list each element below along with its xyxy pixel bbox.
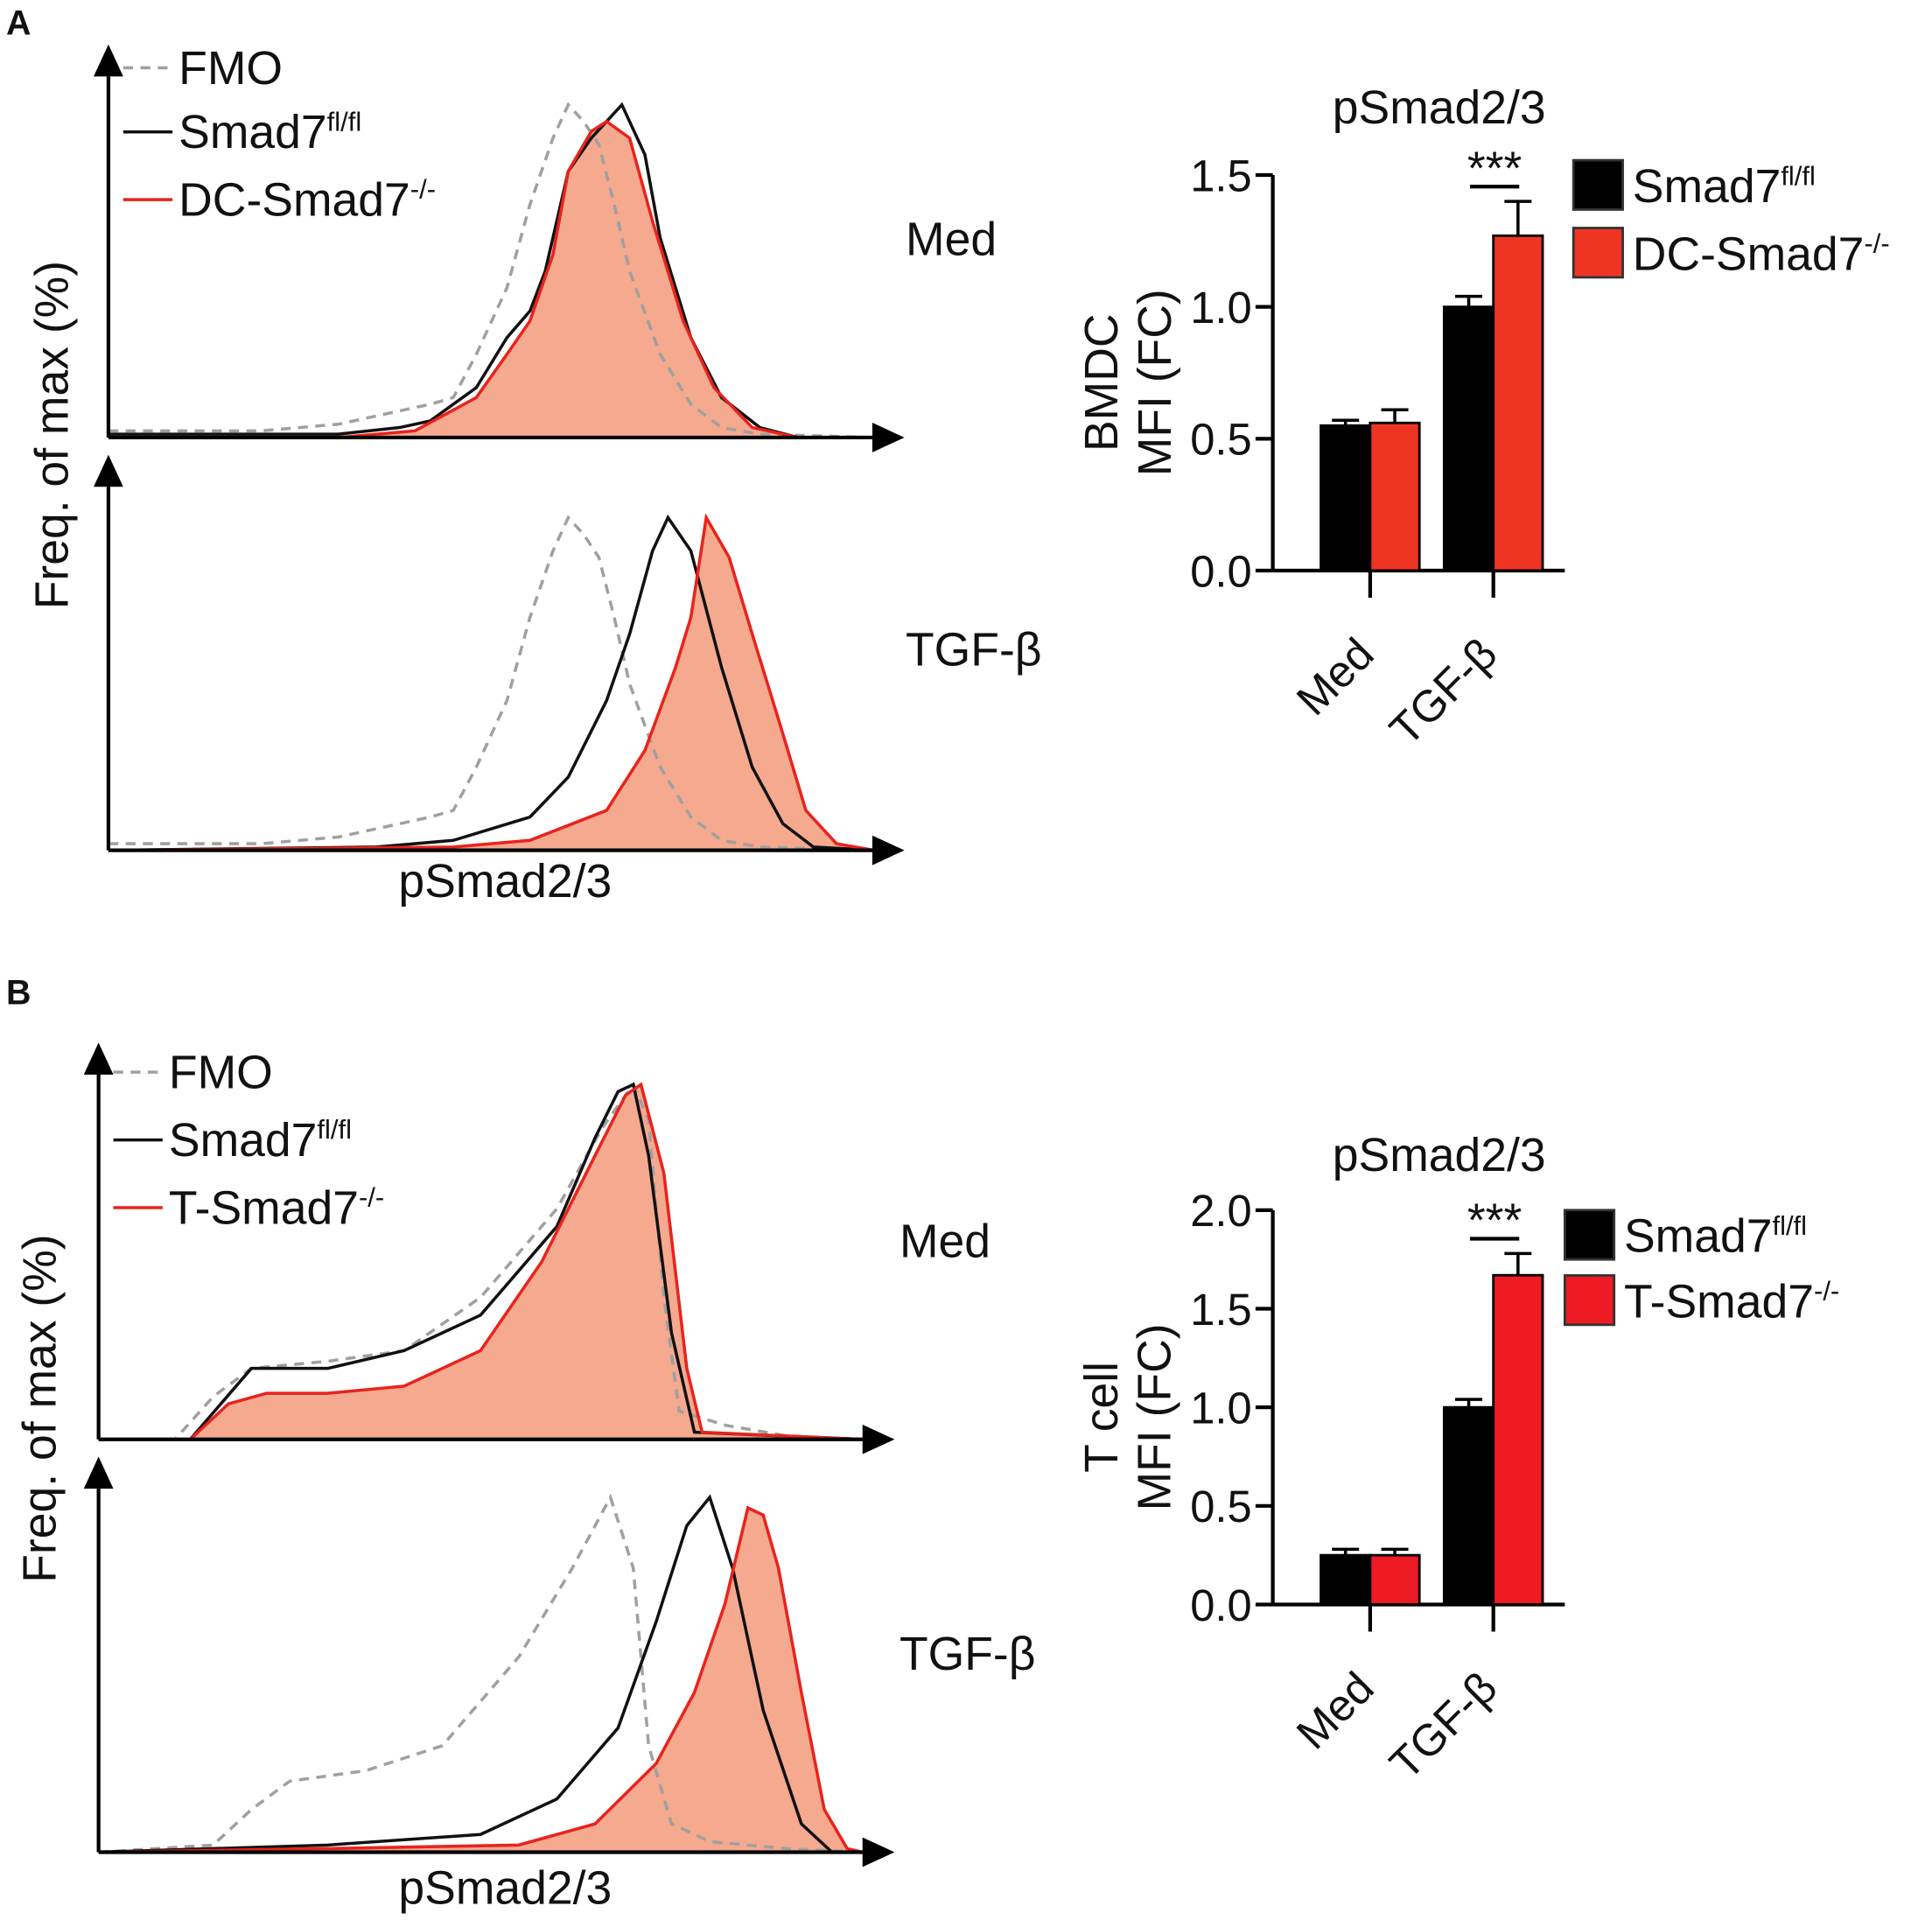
knockout-histogram-fill	[108, 517, 875, 851]
histogram-legend-label-superscript: -/-	[410, 174, 436, 205]
panel-letter: B	[6, 974, 31, 1013]
bar-legend-label-main: Smad7	[1624, 1211, 1773, 1263]
legend-swatch	[1563, 1209, 1616, 1261]
y-tick-label: 0.0	[1190, 546, 1251, 596]
y-tick-label: 1.5	[1190, 151, 1251, 200]
knockout-histogram-line	[108, 119, 875, 439]
knockout-histogram-fill	[98, 1084, 863, 1440]
fmo-histogram-line	[98, 1081, 863, 1441]
histogram-y-axis-label: Freq. of max (%)	[14, 1234, 66, 1582]
bar-legend-label-main: T-Smad7	[1624, 1276, 1814, 1328]
y-tick-label: 0.5	[1190, 1482, 1251, 1531]
histogram-legend-label-main: DC-Smad7	[178, 174, 410, 226]
bar	[1368, 421, 1421, 572]
y-tick-label: 1.0	[1190, 1383, 1251, 1433]
histogram-legend-label: T-Smad7-/-	[169, 1182, 384, 1235]
knockout-histogram-fill	[98, 1508, 863, 1853]
histogram-legend-label: FMO	[169, 1047, 273, 1098]
x-tick-label: Med	[1287, 1663, 1383, 1759]
bar-y-axis-label-line2: MFI (FC)	[1130, 289, 1181, 476]
histogram-legend-label: Smad7fl/fl	[178, 106, 361, 158]
bar-legend-label-main: DC-Smad7	[1633, 228, 1865, 280]
y-tick-label: 0.5	[1190, 415, 1251, 465]
fmo-histogram-line	[98, 1493, 863, 1854]
bar-legend-label-superscript: fl/fl	[1772, 1210, 1807, 1241]
histogram-y-axis-arrowhead-icon	[83, 1042, 114, 1075]
bar	[1320, 1553, 1372, 1606]
y-tick-label: 1.5	[1190, 1285, 1251, 1335]
y-tick-label: 1.0	[1190, 283, 1251, 333]
bar-chart-title: pSmad2/3	[1333, 1130, 1546, 1181]
y-tick-label: 2.0	[1190, 1186, 1251, 1236]
significance-stars: ***	[1467, 143, 1522, 194]
bar	[1368, 1553, 1421, 1606]
histogram-legend-label-main: FMO	[178, 43, 283, 95]
bar-legend-label-superscript: -/-	[1814, 1276, 1839, 1307]
bar	[1492, 1273, 1544, 1606]
x-tick-label: Med	[1287, 628, 1383, 725]
knockout-histogram-fill	[108, 121, 875, 438]
bar-y-axis-label-line1: BMDC	[1076, 314, 1128, 452]
condition-label: Med	[906, 214, 997, 266]
histogram-x-axis-label: pSmad2/3	[398, 856, 612, 907]
bar-legend-label-superscript: fl/fl	[1781, 160, 1816, 191]
histogram-legend-label-main: T-Smad7	[169, 1182, 359, 1234]
bar-chart-title: pSmad2/3	[1333, 82, 1546, 134]
x-tick-label: TGF-β	[1380, 1663, 1507, 1790]
bar	[1442, 305, 1495, 572]
panel-letter: A	[6, 4, 31, 42]
y-tick-label: 0.0	[1190, 1580, 1251, 1630]
bar-legend-label: Smad7fl/fl	[1633, 160, 1816, 213]
histogram-legend-label-main: Smad7	[178, 107, 327, 158]
control-histogram-line	[98, 1082, 863, 1441]
legend-swatch	[1572, 158, 1624, 211]
knockout-histogram-line	[108, 513, 876, 852]
histogram-x-axis-arrowhead-icon	[872, 835, 905, 865]
histogram-legend-label-main: Smad7	[169, 1115, 318, 1167]
histogram-legend-label-superscript: -/-	[359, 1182, 384, 1213]
histogram-y-axis-arrowhead-icon	[94, 454, 123, 487]
histogram-x-axis-arrowhead-icon	[872, 423, 905, 452]
bar-legend-label-main: Smad7	[1633, 161, 1782, 213]
bar-legend-label-superscript: -/-	[1864, 228, 1889, 259]
histogram-y-axis-arrowhead-icon	[94, 44, 123, 77]
condition-label: Med	[900, 1216, 990, 1267]
fmo-histogram-line	[108, 102, 875, 439]
histogram-x-axis-arrowhead-icon	[862, 1424, 895, 1454]
bar-y-axis-label-line1: T cell	[1076, 1362, 1128, 1473]
condition-label: TGF-β	[906, 624, 1042, 676]
histogram-legend-label-superscript: fl/fl	[317, 1114, 352, 1145]
knockout-histogram-line	[98, 1505, 864, 1854]
histogram-y-axis-label: Freq. of max (%)	[26, 261, 78, 609]
histogram-legend-label: DC-Smad7-/-	[178, 174, 436, 227]
histogram-legend-label-superscript: fl/fl	[327, 106, 362, 137]
fmo-histogram-line	[108, 515, 875, 852]
bar-legend-label: T-Smad7-/-	[1624, 1276, 1839, 1328]
bar	[1320, 424, 1372, 572]
legend-swatch	[1572, 227, 1624, 279]
histogram-legend-label-main: FMO	[169, 1047, 273, 1098]
significance-stars: ***	[1467, 1195, 1522, 1247]
condition-label: TGF-β	[900, 1629, 1036, 1680]
bar-y-axis-label-line2: MFI (FC)	[1130, 1323, 1181, 1510]
knockout-histogram-line	[98, 1082, 863, 1441]
bar	[1442, 1405, 1495, 1606]
legend-swatch	[1563, 1274, 1616, 1327]
control-histogram-line	[98, 1494, 863, 1854]
bar-legend-label: Smad7fl/fl	[1624, 1210, 1807, 1263]
histogram-x-axis-label: pSmad2/3	[398, 1863, 612, 1915]
bar-legend-label: DC-Smad7-/-	[1633, 228, 1890, 281]
histogram-x-axis-arrowhead-icon	[862, 1837, 895, 1867]
control-histogram-line	[108, 514, 875, 852]
bar	[1492, 234, 1544, 572]
histogram-legend-label: Smad7fl/fl	[169, 1114, 352, 1167]
histogram-y-axis-arrowhead-icon	[83, 1456, 114, 1489]
histogram-legend-label: FMO	[178, 43, 283, 95]
x-tick-label: TGF-β	[1380, 628, 1507, 755]
